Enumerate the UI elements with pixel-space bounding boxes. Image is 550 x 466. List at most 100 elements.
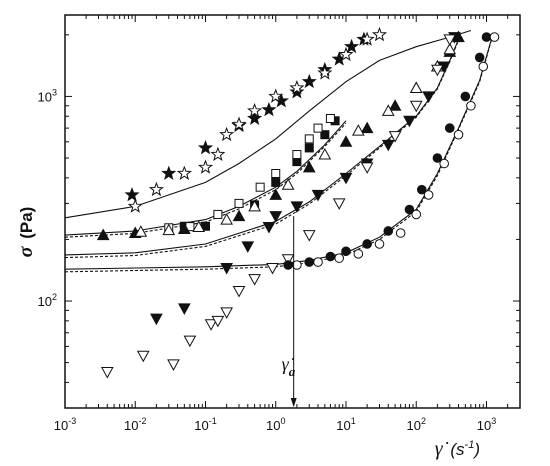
circle-filled-point: [383, 226, 394, 236]
x-tick-label: 103: [477, 416, 496, 433]
circle-open-point: [439, 158, 449, 169]
triangle-down-open-point: [302, 230, 316, 242]
star-filled-point: [247, 110, 263, 125]
y-tick-exponent: 2: [52, 292, 57, 302]
circle-filled-point: [341, 246, 351, 257]
fit-line-solid: [64, 36, 493, 270]
y-tick-label: 103: [38, 87, 57, 104]
x-tick-exponent: -2: [138, 416, 146, 426]
triangle-up-open-point: [192, 220, 206, 233]
star-filled-point: [301, 73, 317, 89]
triangle-down-open-point: [266, 263, 279, 275]
circle-filled-point: [481, 32, 492, 42]
triangle-down-open-point: [332, 198, 346, 210]
x-tick-label: 100: [266, 416, 285, 433]
circle-filled-point: [444, 123, 455, 133]
circle-filled-point: [404, 204, 415, 215]
y-tick-base: 10: [38, 294, 52, 309]
triangle-down-filled-point: [262, 222, 276, 234]
x-tick-label: 101: [336, 416, 355, 433]
triangle-up-open-point: [134, 225, 148, 237]
triangle-up-open-point: [162, 223, 176, 236]
y-axis-symbol: σ: [15, 245, 37, 257]
y-axis-unit: (Pa): [17, 207, 36, 239]
x-tick-base: 10: [477, 418, 491, 433]
star-filled-point: [344, 38, 360, 54]
x-tick-exponent: 3: [491, 416, 496, 426]
square-open-point: [325, 113, 335, 123]
triangle-down-filled-point: [269, 211, 283, 223]
square-open-point: [271, 169, 281, 179]
y-tick-label: 102: [38, 292, 57, 309]
x-tick-base: 10: [406, 418, 420, 433]
circle-filled-point: [325, 251, 336, 262]
triangle-down-open-point: [100, 366, 114, 379]
star-open-point: [210, 146, 226, 161]
circle-filled-point: [460, 91, 471, 102]
circle-open-point: [453, 129, 464, 140]
circle-open-point: [423, 190, 434, 200]
triangle-down-filled-point: [150, 313, 163, 326]
triangle-up-filled-point: [269, 188, 283, 200]
triangle-down-open-point: [360, 162, 374, 174]
square-filled-point: [271, 177, 281, 187]
star-open-point: [197, 159, 214, 174]
fit-line-solid: [64, 120, 347, 236]
x-tick-base: 10: [194, 418, 208, 433]
triangle-down-open-point: [136, 350, 150, 363]
circle-filled-point: [283, 260, 293, 270]
x-axis-symbol: γ̇: [435, 438, 449, 460]
star-open-point: [359, 31, 375, 46]
square-filled-point: [304, 143, 314, 153]
circle-open-point: [489, 32, 500, 42]
circle-filled-point: [362, 239, 372, 249]
star-open-point: [317, 65, 333, 80]
x-tick-label: 10-1: [194, 416, 216, 433]
triangle-up-filled-point: [178, 222, 191, 234]
triangle-up-filled-point: [388, 99, 402, 111]
star-open-point: [247, 102, 263, 118]
triangle-up-open-point: [443, 42, 457, 55]
data-points: [96, 26, 500, 379]
circle-open-point: [353, 249, 364, 259]
star-filled-point: [124, 186, 140, 202]
triangle-down-open-point: [232, 285, 246, 298]
square-open-point: [255, 182, 265, 192]
x-axis-exponent: -1: [465, 439, 475, 451]
y-axis-title: σ (Pa): [15, 207, 37, 258]
square-open-point: [213, 209, 223, 219]
triangle-up-open-point: [381, 104, 395, 116]
square-open-point: [292, 150, 302, 160]
square-open-point: [304, 134, 314, 144]
triangle-down-filled-point: [241, 241, 255, 253]
triangle-down-open-point: [388, 131, 402, 143]
triangle-up-open-point: [248, 199, 261, 212]
triangle-up-open-point: [318, 147, 332, 160]
x-tick-base: 10: [336, 418, 350, 433]
triangle-up-filled-point: [360, 121, 374, 134]
triangle-down-filled-point: [422, 91, 435, 103]
fit-line-dashed: [64, 37, 493, 273]
star-open-point: [289, 79, 305, 95]
star-open-point: [148, 181, 164, 197]
triangle-up-open-point: [281, 178, 295, 190]
x-tick-label: 102: [406, 416, 425, 433]
triangle-down-filled-point: [339, 172, 353, 185]
fit-line-solid: [64, 29, 472, 219]
triangle-up-filled-point: [96, 228, 110, 241]
triangle-down-open-point: [409, 100, 423, 113]
y-tick-base: 10: [38, 89, 52, 104]
circle-open-point: [292, 260, 302, 270]
triangle-down-open-point: [443, 34, 457, 46]
y-tick-exponent: 3: [52, 87, 57, 97]
triangle-up-filled-point: [302, 160, 316, 173]
x-tick-base: 10: [54, 418, 68, 433]
x-tick-label: 10-2: [124, 416, 146, 433]
x-tick-exponent: 2: [421, 416, 426, 426]
triangle-up-filled-point: [232, 209, 246, 222]
circle-filled-point: [474, 52, 485, 63]
plot-frame: [64, 14, 521, 409]
x-tick-base: 10: [124, 418, 138, 433]
